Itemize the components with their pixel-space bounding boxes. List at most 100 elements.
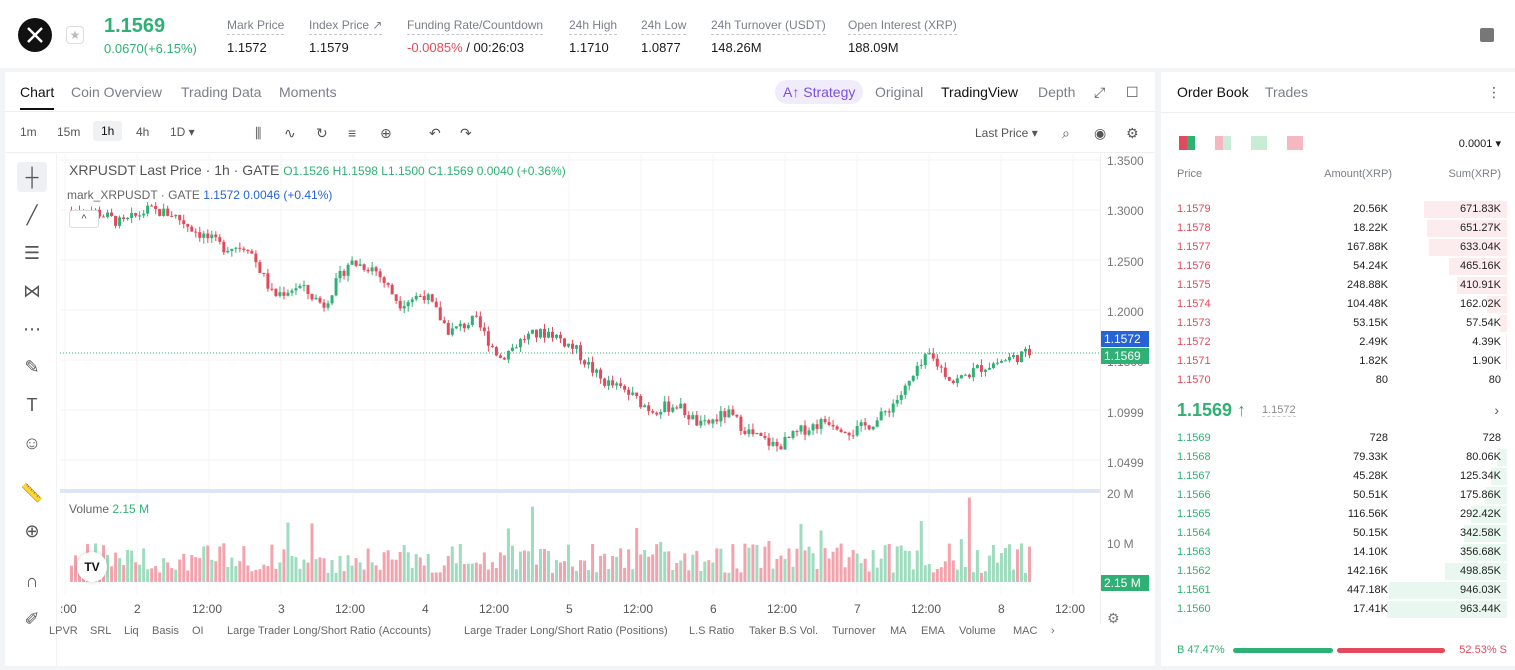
price-axis[interactable]: 1.3500 1.3000 1.2500 1.2000 1.1500 1.099… [1100, 154, 1155, 626]
strategy-button[interactable]: A↑ Strategy [775, 80, 864, 104]
indicator-turnover[interactable]: Turnover [832, 625, 876, 637]
orderbook-row[interactable]: 1.1576 54.24K 465.16K [1161, 257, 1515, 276]
timeframe-4h[interactable]: 4h [136, 125, 150, 139]
add-alert-icon[interactable]: ⊕ [380, 125, 392, 141]
camera-icon[interactable]: ◉ [1094, 125, 1107, 141]
indicator-basis[interactable]: Basis [152, 625, 179, 637]
pencil-lock-icon[interactable]: ✐ [24, 609, 40, 629]
crosshair-icon[interactable]: ┼ [17, 162, 47, 192]
redo-icon[interactable]: ↷ [460, 125, 472, 141]
view-bids-icon[interactable] [1215, 136, 1231, 150]
tab-chart[interactable]: Chart [20, 84, 55, 110]
orderbook-row[interactable]: 1.1573 53.15K 57.54K [1161, 314, 1515, 333]
orderbook-row[interactable]: 1.1567 45.28K 125.34K [1161, 467, 1515, 486]
ruler-icon[interactable]: 📏 [20, 483, 44, 503]
axis-tick: 2 [134, 602, 141, 616]
indicator-oi[interactable]: OI [192, 625, 204, 637]
axis-settings-icon[interactable]: ⚙ [1107, 610, 1120, 626]
row-price: 1.1566 [1177, 489, 1211, 501]
orderbook-row[interactable]: 1.1569 728 728 [1161, 429, 1515, 448]
zoom-in-icon[interactable]: ⊕ [24, 521, 40, 541]
last-price-select[interactable]: Last Price ▾ [975, 126, 1038, 140]
orderbook-row[interactable]: 1.1568 79.33K 80.06K [1161, 448, 1515, 467]
time-axis[interactable]: :00 2 12:00 3 12:00 4 12:00 5 12:00 6 12… [60, 598, 1100, 620]
orderbook-row[interactable]: 1.1565 116.56K 292.42K [1161, 505, 1515, 524]
volume-bar [795, 548, 799, 582]
tab-trading-data[interactable]: Trading Data [181, 84, 262, 100]
stat-index-price[interactable]: Index Price ↗ 1.1579 [309, 18, 383, 55]
orderbook-row[interactable]: 1.1571 1.82K 1.90K [1161, 352, 1515, 371]
view-buy-icon[interactable] [1251, 136, 1267, 150]
precision-select[interactable]: 0.0001 ▾ [1458, 138, 1501, 150]
orderbook-row[interactable]: 1.1564 50.15K 342.58K [1161, 524, 1515, 543]
collapse-legend-icon[interactable]: ^ [69, 210, 99, 228]
candle [334, 278, 338, 296]
row-amount: 18.22K [1353, 222, 1388, 234]
timeframe-15m[interactable]: 15m [57, 125, 81, 139]
row-sum: 80 [1488, 374, 1501, 386]
indicator-lpvr[interactable]: LPVR [49, 625, 78, 637]
tab-order-book[interactable]: Order Book [1177, 84, 1249, 100]
indicator-taker-vol[interactable]: Taker B.S Vol. [749, 625, 819, 637]
indicator-ls-ratio[interactable]: L.S Ratio [689, 625, 735, 637]
favorite-star-icon[interactable]: ★ [66, 26, 84, 44]
timeframe-1h[interactable]: 1h [93, 121, 123, 141]
orderbook-row[interactable]: 1.1562 142.16K 498.85K [1161, 562, 1515, 581]
replay-icon[interactable]: ↻ [316, 125, 328, 141]
orderbook-row[interactable]: 1.1575 248.88K 410.91K [1161, 276, 1515, 295]
indicators-icon[interactable]: ∿ [284, 125, 296, 141]
timeframe-1d[interactable]: 1D ▾ [170, 125, 195, 139]
orderbook-row[interactable]: 1.1563 14.10K 356.68K [1161, 543, 1515, 562]
settings-gear-icon[interactable]: ⚙ [1126, 125, 1139, 141]
fullscreen-icon[interactable]: ⤢ [1094, 84, 1106, 100]
tab-coin-overview[interactable]: Coin Overview [71, 84, 163, 100]
horizontal-lines-icon[interactable]: ☰ [23, 243, 41, 263]
view-sell-icon[interactable] [1287, 136, 1303, 150]
view-both-icon[interactable] [1179, 136, 1195, 150]
timeframe-1m[interactable]: 1m [20, 125, 37, 139]
orderbook-row[interactable]: 1.1578 18.22K 651.27K [1161, 219, 1515, 238]
undo-icon[interactable]: ↶ [429, 125, 441, 141]
volume-bar [887, 543, 891, 582]
chevron-right-icon[interactable]: › [1051, 625, 1055, 637]
candle [959, 375, 963, 379]
trendline-icon[interactable]: ╱ [26, 205, 38, 225]
more-menu-icon[interactable]: ⋮ [1487, 84, 1501, 100]
orderbook-row[interactable]: 1.1570 80 80 [1161, 371, 1515, 390]
tab-moments[interactable]: Moments [279, 84, 337, 100]
orderbook-row[interactable]: 1.1561 447.18K 946.03K [1161, 581, 1515, 600]
indicator-ema[interactable]: EMA [921, 625, 945, 637]
emoji-icon[interactable]: ☺ [22, 433, 42, 453]
fib-icon[interactable]: ⋯ [23, 319, 41, 339]
orderbook-row[interactable]: 1.1572 2.49K 4.39K [1161, 333, 1515, 352]
tab-trades[interactable]: Trades [1265, 84, 1309, 100]
candlestick-chart[interactable] [60, 154, 1100, 594]
brush-icon[interactable]: ✎ [24, 357, 40, 377]
orderbook-row[interactable]: 1.1560 17.41K 963.44K [1161, 600, 1515, 619]
view-original[interactable]: Original [875, 84, 924, 100]
view-depth[interactable]: Depth [1038, 84, 1076, 100]
indicator-srl[interactable]: SRL [90, 625, 112, 637]
window-icon[interactable]: ☐ [1126, 84, 1139, 100]
tradingview-logo-icon[interactable]: TV [77, 552, 107, 582]
magnet-icon[interactable]: ∩ [25, 571, 39, 591]
indicator-lt-accounts[interactable]: Large Trader Long/Short Ratio (Accounts) [227, 625, 432, 637]
indicator-macd[interactable]: MAC [1013, 625, 1038, 637]
text-icon[interactable]: T [26, 395, 38, 415]
chevron-right-icon[interactable]: › [1494, 402, 1499, 418]
orderbook-row[interactable]: 1.1577 167.88K 633.04K [1161, 238, 1515, 257]
search-icon[interactable]: ⌕ [1062, 125, 1070, 141]
book-icon[interactable] [1480, 28, 1494, 42]
templates-icon[interactable]: ≡ [348, 125, 357, 141]
indicator-lt-positions[interactable]: Large Trader Long/Short Ratio (Positions… [464, 625, 668, 637]
orderbook-row[interactable]: 1.1574 104.48K 162.02K [1161, 295, 1515, 314]
candle-type-icon[interactable]: ⫼ [255, 125, 262, 141]
orderbook-row[interactable]: 1.1579 20.56K 671.83K [1161, 200, 1515, 219]
indicator-volume[interactable]: Volume [959, 625, 996, 637]
pattern-icon[interactable]: ⋈ [23, 281, 41, 301]
indicator-liq[interactable]: Liq [124, 625, 139, 637]
candle [643, 405, 647, 408]
indicator-ma[interactable]: MA [890, 625, 907, 637]
orderbook-row[interactable]: 1.1566 50.51K 175.86K [1161, 486, 1515, 505]
view-tradingview[interactable]: TradingView [941, 84, 1019, 100]
